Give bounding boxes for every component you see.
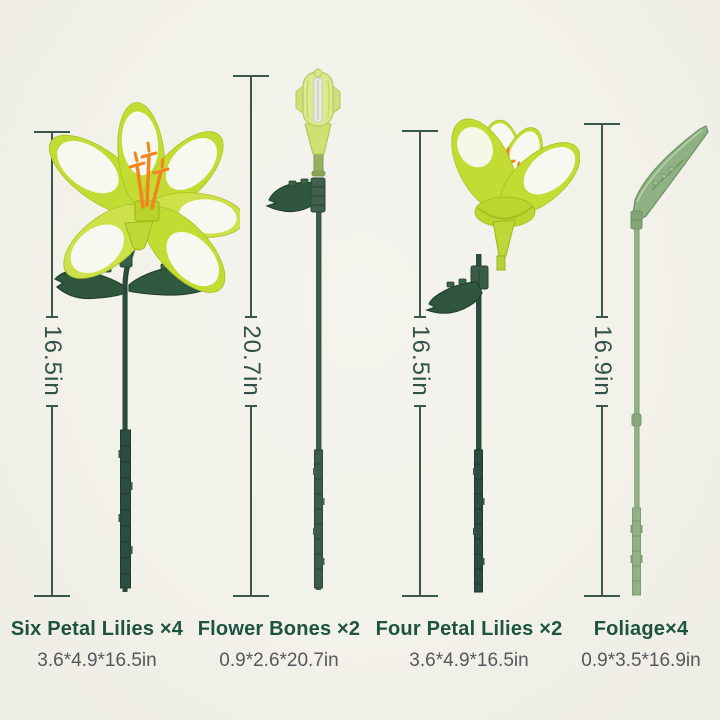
ruler-line xyxy=(601,407,603,595)
four-petal-lily-illustration xyxy=(425,118,580,593)
ruler-line xyxy=(250,407,252,595)
product-name: Flower Bones ×2 xyxy=(197,618,361,640)
ruler-line xyxy=(601,125,603,316)
caption-four-petal-lilies: Four Petal Lilies ×2 3.6*4.9*16.5in xyxy=(374,618,564,672)
ruler-bottom-cap xyxy=(584,595,620,597)
ruler-gap-tick xyxy=(46,405,58,407)
caption-six-petal-lilies: Six Petal Lilies ×4 3.6*4.9*16.5in xyxy=(2,618,192,672)
ruler-gap-tick xyxy=(46,316,58,318)
ruler-gap-tick xyxy=(596,316,608,318)
product-dimensions: 3.6*4.9*16.5in xyxy=(37,650,157,671)
ruler-top-cap xyxy=(402,130,438,132)
ruler-gap-tick xyxy=(414,405,426,407)
product-dimensions: 3.6*4.9*16.5in xyxy=(409,650,529,671)
six-petal-lily-illustration xyxy=(48,102,240,592)
ruler-gap-tick xyxy=(245,316,257,318)
ruler-bottom-cap xyxy=(233,595,269,597)
ruler-bottom-cap xyxy=(402,595,438,597)
caption-foliage: Foliage×4 0.9*3.5*16.9in xyxy=(546,618,720,672)
ruler-gap-tick xyxy=(596,405,608,407)
ruler-gap-tick xyxy=(414,316,426,318)
product-dimensions: 0.9*3.5*16.9in xyxy=(581,650,701,671)
ruler-line xyxy=(250,77,252,316)
height-ruler-four-petal-lilies: 16.5in xyxy=(398,130,442,597)
height-ruler-flower-bones: 20.7in xyxy=(229,75,273,597)
height-ruler-foliage: 16.9in xyxy=(580,123,624,597)
ruler-bottom-cap xyxy=(34,595,70,597)
caption-flower-bones: Flower Bones ×2 0.9*2.6*20.7in xyxy=(184,618,374,672)
ruler-line xyxy=(51,407,53,595)
product-name: Foliage×4 xyxy=(593,618,689,640)
ruler-top-cap xyxy=(233,75,269,77)
product-name: Six Petal Lilies ×4 xyxy=(10,618,184,640)
flower-bone-illustration xyxy=(265,68,341,590)
product-name: Four Petal Lilies ×2 xyxy=(375,618,563,640)
ruler-gap-tick xyxy=(245,405,257,407)
foliage-illustration xyxy=(630,125,709,596)
product-dimensions: 0.9*2.6*20.7in xyxy=(219,650,339,671)
ruler-top-cap xyxy=(34,131,70,133)
ruler-line xyxy=(419,132,421,316)
height-ruler-six-petal-lilies: 16.5in xyxy=(30,131,74,597)
ruler-line xyxy=(51,133,53,316)
ruler-line xyxy=(419,407,421,595)
ruler-top-cap xyxy=(584,123,620,125)
